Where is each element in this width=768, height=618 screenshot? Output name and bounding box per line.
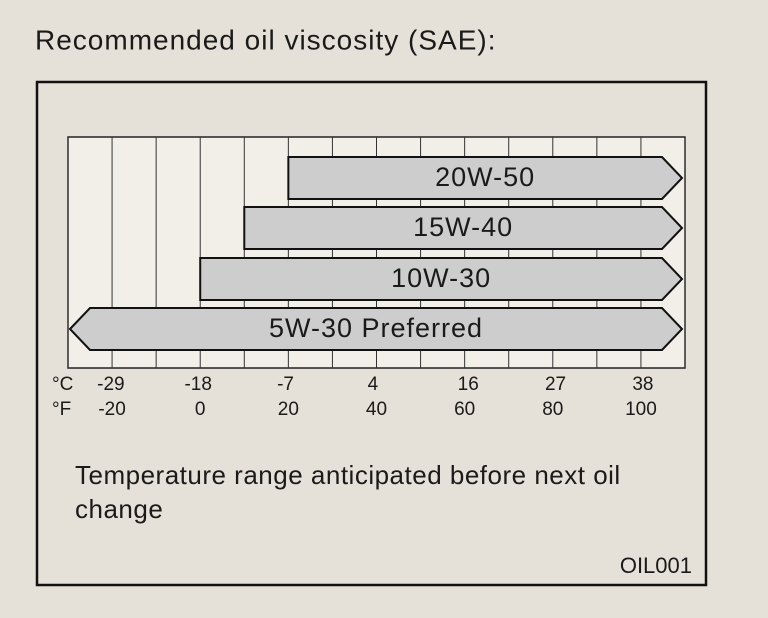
- x-tick-label: 60: [454, 399, 475, 420]
- x2-tick-label: 38: [632, 374, 653, 395]
- range-bar: [243, 206, 684, 250]
- bar-label: 10W-30: [391, 263, 491, 293]
- range-bar: [199, 257, 684, 301]
- x2-tick-label: -7: [277, 374, 294, 395]
- x-tick-label: 20: [278, 399, 299, 420]
- chart-title: Recommended oil viscosity (SAE):: [35, 24, 496, 55]
- x-tick-label: 40: [366, 399, 387, 420]
- caption: Temperature range anticipated before nex…: [75, 460, 621, 524]
- x-axis-label: °F: [52, 399, 71, 420]
- frame: [35, 80, 708, 587]
- x2-tick-label: -18: [184, 374, 211, 395]
- x2-tick-label: 4: [368, 374, 379, 395]
- range-bar: [68, 307, 684, 351]
- bar-label: 5W-30 Preferred: [269, 313, 483, 343]
- x-tick-label: 100: [625, 399, 657, 420]
- x2-tick-label: -29: [97, 374, 124, 395]
- x2-tick-label: 16: [458, 374, 479, 395]
- bar-label: 20W-50: [435, 162, 535, 192]
- x-tick-label: 80: [542, 399, 563, 420]
- range-bar: [287, 156, 684, 200]
- x2-axis-label: °C: [52, 374, 73, 395]
- figure-code: OIL001: [620, 553, 692, 578]
- bar-label: 15W-40: [413, 212, 513, 242]
- x-tick-label: 0: [195, 399, 206, 420]
- x-tick-label: -20: [98, 399, 125, 420]
- x2-tick-label: 27: [545, 374, 566, 395]
